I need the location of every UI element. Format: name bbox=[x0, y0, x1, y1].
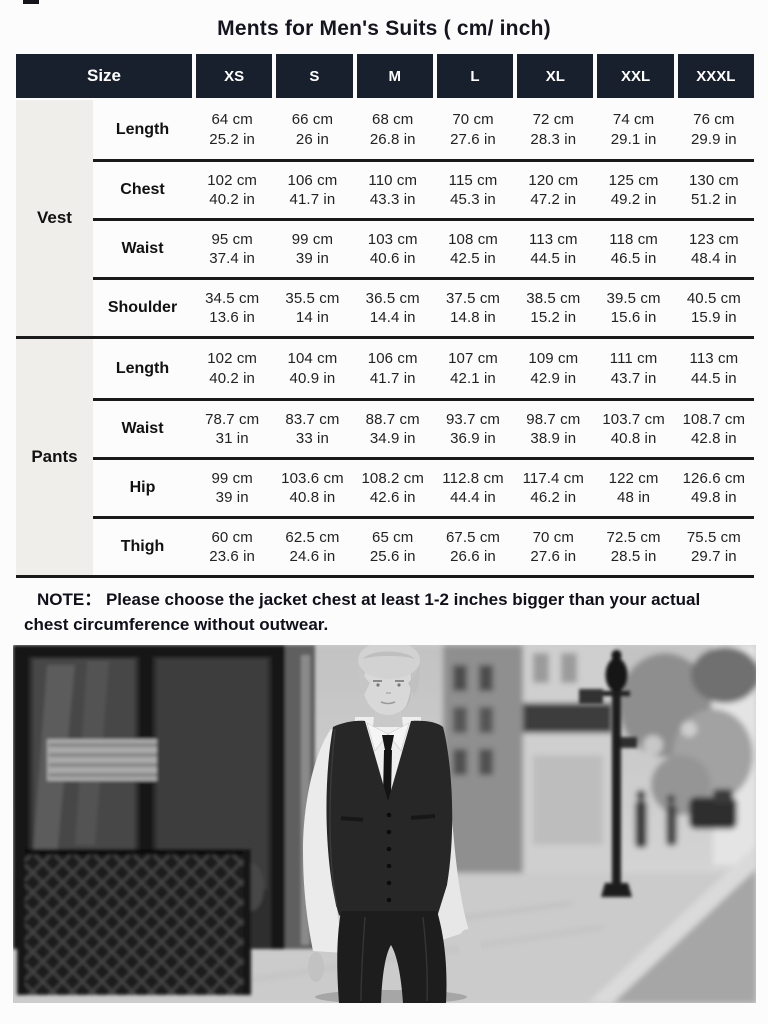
measurement-cell: 108 cm 42.5 in bbox=[432, 218, 514, 277]
measurement-cell: 122 cm 48 in bbox=[593, 457, 674, 516]
measurement-cell: 68 cm 26.8 in bbox=[369, 111, 416, 148]
measurement-cell: 109 cm 42.9 in bbox=[528, 350, 579, 387]
size-column-header: XXL bbox=[593, 54, 674, 98]
measurement-cell: 66 cm 26 in bbox=[291, 111, 334, 148]
measurement-cell: 123 cm 48.4 in bbox=[673, 218, 754, 277]
measurement-cell: 111 cm 43.7 in bbox=[609, 350, 658, 387]
measurement-cell: 60 cm 23.6 in bbox=[192, 516, 273, 575]
category-label: Vest bbox=[16, 100, 93, 336]
street-photo bbox=[13, 645, 756, 1003]
measurement-cell: 113 cm 44.5 in bbox=[689, 350, 739, 387]
measurement-cell: 72.5 cm 28.5 in bbox=[593, 516, 674, 575]
measurement-cell: 65 cm 25.6 in bbox=[352, 516, 433, 575]
section-pants: Pants Length 102 cm 40.2 in 104 cm 40.9 in 106… bbox=[16, 339, 754, 578]
measurement-cell: 102 cm 40.2 in bbox=[192, 159, 273, 218]
size-column-header: XS bbox=[192, 54, 273, 98]
measurement-cell: 110 cm 43.3 in bbox=[352, 159, 433, 218]
measurement-cell: 38.5 cm 15.2 in bbox=[513, 277, 594, 336]
photo-storefront bbox=[13, 645, 315, 995]
note-text: NOTE： Please choose the jacket chest at … bbox=[24, 590, 701, 634]
section-vest: Vest Length 64 cm 25.2 in 66 cm 26 in 68 cm 26.… bbox=[16, 100, 754, 339]
measurement-cell: 40.5 cm 15.9 in bbox=[673, 277, 754, 336]
measurement-cell: 117.4 cm 46.2 in bbox=[513, 457, 594, 516]
measurement-cell: 83.7 cm 33 in bbox=[272, 398, 353, 457]
size-column-header: L bbox=[432, 54, 514, 98]
size-chart-table: Size XS S M L XL XXL XXXL Vest Length 64 cm 25.2 … bbox=[16, 54, 754, 578]
measurement-cell: 103.6 cm 40.8 in bbox=[272, 457, 353, 516]
measurement-cell: 107 cm 42.1 in bbox=[448, 350, 498, 387]
measurement-cell: 72 cm 28.3 in bbox=[530, 111, 577, 148]
man-figure bbox=[303, 645, 482, 1003]
measurement-cell: 125 cm 49.2 in bbox=[593, 159, 674, 218]
size-column-header: S bbox=[272, 54, 353, 98]
measurement-cell: 93.7 cm 36.9 in bbox=[432, 398, 514, 457]
row-label: Length bbox=[115, 120, 170, 138]
measurement-cell: 118 cm 46.5 in bbox=[593, 218, 674, 277]
measurement-cell: 99 cm 39 in bbox=[272, 218, 353, 277]
measurement-cell: 106 cm 41.7 in bbox=[272, 159, 353, 218]
measurement-cell: 70 cm 27.6 in bbox=[513, 516, 594, 575]
street-photo-illustration bbox=[13, 645, 756, 1003]
size-column-header: M bbox=[352, 54, 433, 98]
measurement-cell: 36.5 cm 14.4 in bbox=[352, 277, 433, 336]
measurement-cell: 67.5 cm 26.6 in bbox=[432, 516, 514, 575]
measurement-cell: 88.7 cm 34.9 in bbox=[352, 398, 433, 457]
row-label: Chest bbox=[93, 159, 192, 218]
measurement-cell: 120 cm 47.2 in bbox=[513, 159, 594, 218]
size-header-cell: Size bbox=[16, 54, 192, 98]
page-title: Ments for Men's Suits ( cm/ inch) bbox=[217, 17, 551, 40]
measurement-cell: 74 cm 29.1 in bbox=[610, 111, 657, 148]
size-table-body: Vest Length 64 cm 25.2 in 66 cm 26 in 68 cm 26.… bbox=[16, 100, 754, 578]
measurement-cell: 113 cm 44.5 in bbox=[513, 218, 594, 277]
measurement-cell: 108.7 cm 42.8 in bbox=[673, 398, 754, 457]
measurement-cell: 130 cm 51.2 in bbox=[673, 159, 754, 218]
photo-midground bbox=[579, 650, 637, 897]
measurement-cell: 108.2 cm 42.6 in bbox=[352, 457, 433, 516]
measurement-cell: 76 cm 29.9 in bbox=[690, 111, 737, 148]
measurement-cell: 37.5 cm 14.8 in bbox=[432, 277, 514, 336]
measurement-cell: 34.5 cm 13.6 in bbox=[192, 277, 273, 336]
measurement-cell: 98.7 cm 38.9 in bbox=[513, 398, 594, 457]
measurement-cell: 103.7 cm 40.8 in bbox=[593, 398, 674, 457]
row-label: Thigh bbox=[93, 516, 192, 575]
size-header-row: Size XS S M L XL XXL XXXL bbox=[16, 54, 754, 98]
measurement-cell: 103 cm 40.6 in bbox=[352, 218, 433, 277]
measurement-cell: 39.5 cm 15.6 in bbox=[593, 277, 674, 336]
measurement-cell: 115 cm 45.3 in bbox=[432, 159, 514, 218]
category-label: Pants bbox=[16, 339, 93, 575]
row-label: Waist bbox=[93, 398, 192, 457]
measurement-cell: 99 cm 39 in bbox=[192, 457, 273, 516]
measurement-cell: 64 cm 25.2 in bbox=[209, 111, 256, 148]
measurement-cell: 106 cm 41.7 in bbox=[367, 350, 418, 387]
row-label: Length bbox=[115, 359, 170, 377]
measurement-cell: 104 cm 40.9 in bbox=[287, 350, 338, 387]
measurement-cell: 112.8 cm 44.4 in bbox=[432, 457, 514, 516]
measurement-cell: 62.5 cm 24.6 in bbox=[272, 516, 353, 575]
row-label: Waist bbox=[93, 218, 192, 277]
measurement-cell: 78.7 cm 31 in bbox=[192, 398, 273, 457]
measurement-cell: 70 cm 27.6 in bbox=[450, 111, 496, 148]
measurement-cell: 95 cm 37.4 in bbox=[192, 218, 273, 277]
size-column-header: XXXL bbox=[673, 54, 754, 98]
size-column-header: XL bbox=[513, 54, 594, 98]
measurement-cell: 126.6 cm 49.8 in bbox=[673, 457, 754, 516]
row-label: Shoulder bbox=[93, 277, 192, 336]
row-label: Hip bbox=[93, 457, 192, 516]
scan-artifact-mark bbox=[23, 0, 39, 4]
measurement-cell: 35.5 cm 14 in bbox=[272, 277, 353, 336]
measurement-cell: 102 cm 40.2 in bbox=[207, 350, 258, 387]
measurement-cell: 75.5 cm 29.7 in bbox=[673, 516, 754, 575]
